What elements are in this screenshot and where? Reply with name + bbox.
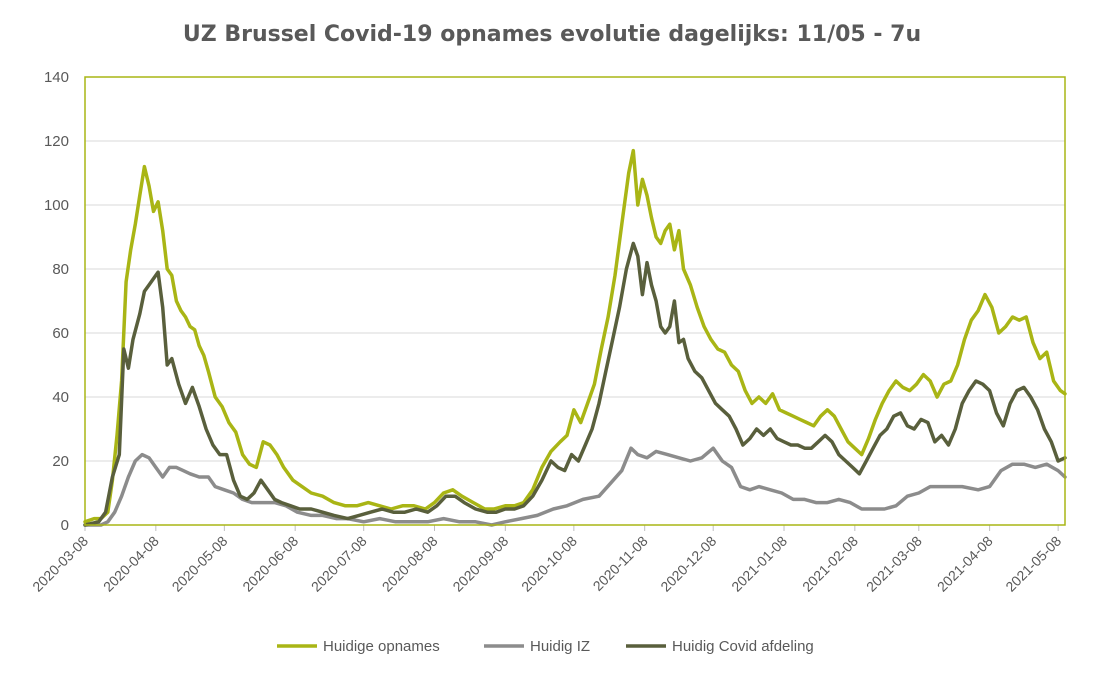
x-tick-label: 2020-06-08	[239, 533, 301, 595]
x-tick-label: 2021-03-08	[863, 533, 925, 595]
y-axis: 0 20 40 60 80 100 120 140	[44, 69, 69, 534]
x-tick-label: 2020-05-08	[169, 533, 231, 595]
series-line-opnames	[83, 148, 1067, 524]
y-tick-label: 120	[44, 133, 69, 150]
x-tick-label: 2020-10-08	[518, 533, 580, 595]
legend: Huidige opnames Huidig IZ Huidig Covid afd…	[277, 638, 814, 655]
y-tick-label: 40	[52, 389, 69, 406]
x-tick-label: 2020-09-08	[449, 533, 511, 595]
legend-label-iz: Huidig IZ	[530, 638, 590, 655]
y-tick-label: 20	[52, 453, 69, 470]
y-tick-label: 80	[52, 261, 69, 278]
y-tick-label: 60	[52, 325, 69, 342]
plot-frame	[84, 76, 1066, 526]
y-tick-label: 100	[44, 197, 69, 214]
y-tick-label: 140	[44, 69, 69, 86]
x-tick-label: 2020-12-08	[657, 533, 719, 595]
x-tick-label: 2020-04-08	[100, 533, 162, 595]
x-tick-label: 2021-02-08	[799, 533, 861, 595]
y-tick-label: 0	[61, 517, 69, 534]
chart-title: UZ Brussel Covid-19 opnames evolutie dag…	[182, 22, 922, 47]
series-line-covid	[83, 241, 1067, 527]
x-tick-label: 2020-11-08	[590, 533, 651, 594]
x-tick-label: 2020-03-08	[29, 533, 91, 595]
x-tick-label: 2021-04-08	[934, 533, 996, 595]
x-tick-label: 2021-05-08	[1002, 533, 1064, 595]
x-tick-label: 2020-08-08	[379, 533, 441, 595]
series-layer	[83, 148, 1067, 527]
legend-label-covid: Huidig Covid afdeling	[672, 638, 814, 655]
series-line-iz	[83, 446, 1067, 527]
x-tick-label: 2021-01-08	[728, 533, 790, 595]
legend-label-opnames: Huidige opnames	[323, 638, 440, 655]
x-tick-label: 2020-07-08	[308, 533, 370, 595]
x-axis: 2020-03-08 2020-04-08 2020-05-08 2020-06-08…	[29, 525, 1064, 595]
